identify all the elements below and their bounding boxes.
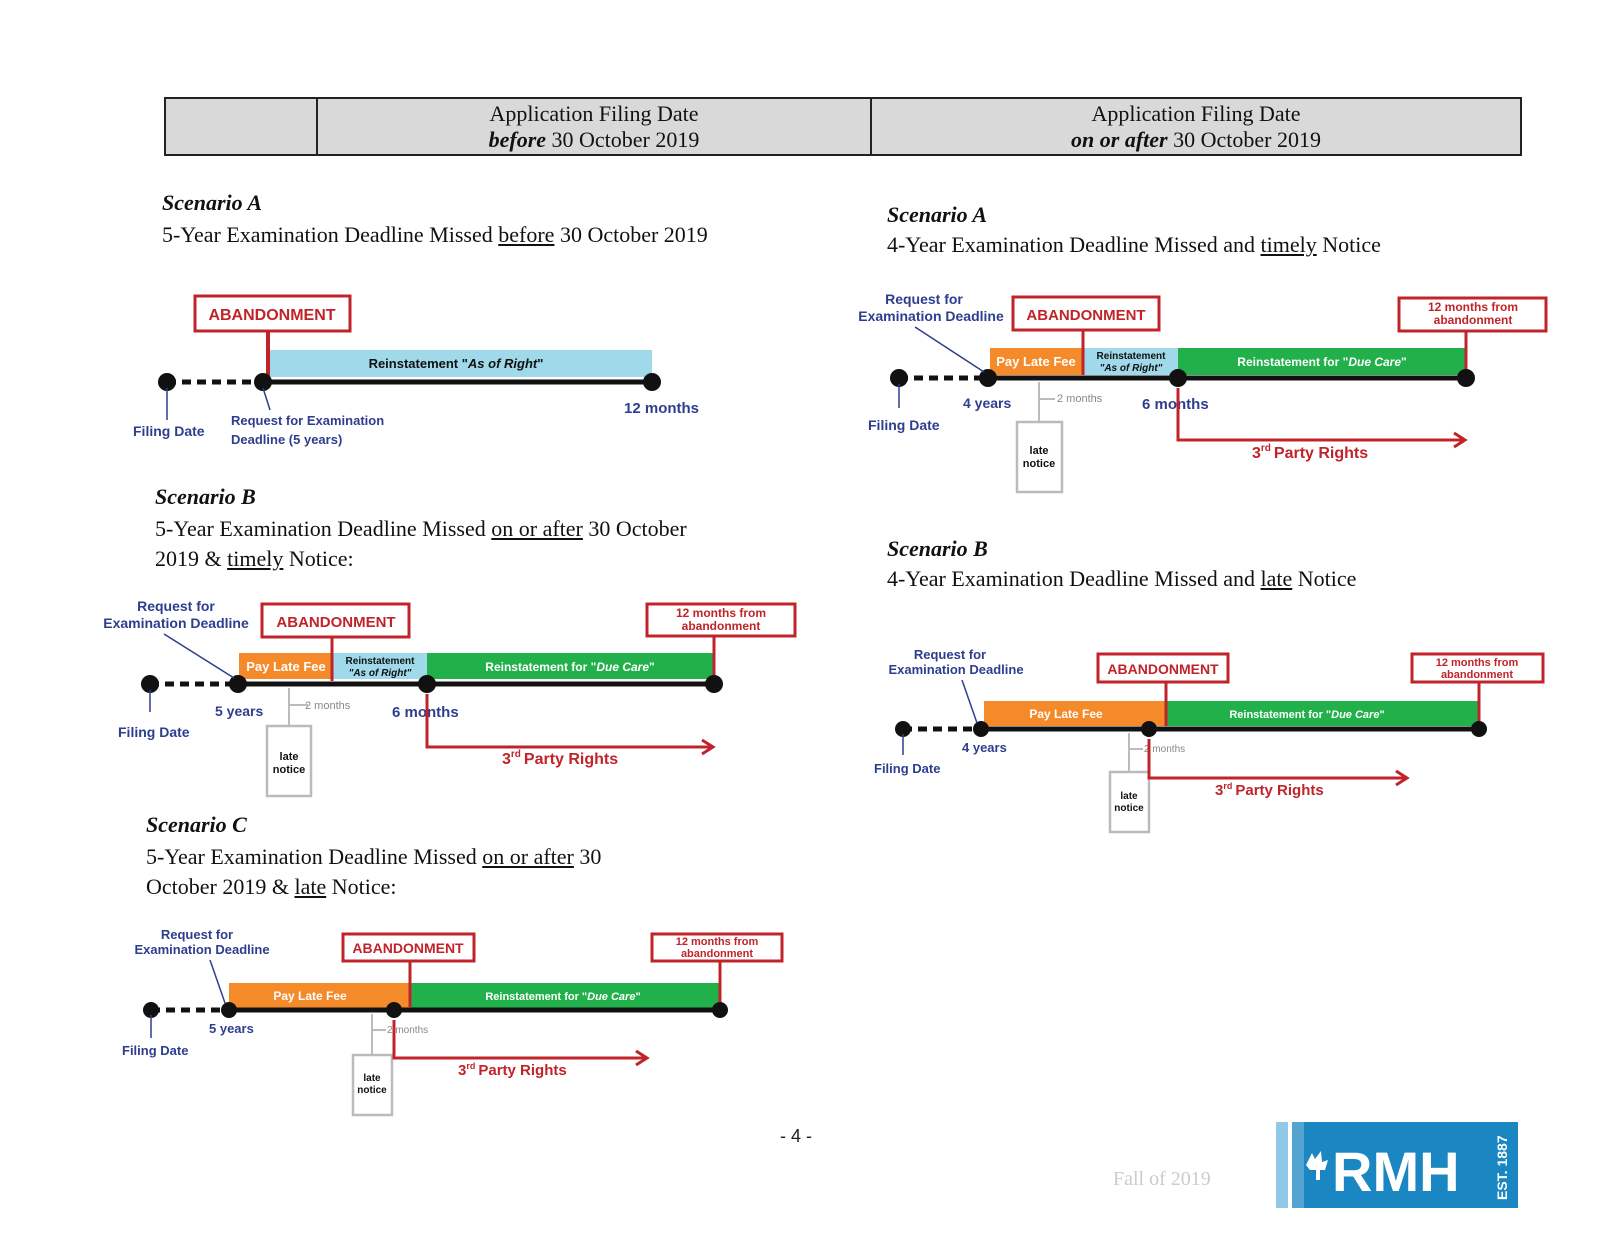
logo-est: EST. 1887 [1494,1135,1510,1200]
svg-text:Reinstatement for "Due Care": Reinstatement for "Due Care" [1229,709,1384,721]
svg-text:abandonment: abandonment [1441,669,1513,681]
svg-text:notice: notice [1114,803,1144,814]
svg-text:late: late [1120,791,1138,802]
svg-text:ABANDONMENT: ABANDONMENT [1107,661,1219,677]
svg-text:Request for: Request for [914,647,986,662]
logo-text: RMH [1332,1140,1460,1203]
rmh-logo: RMH EST. 1887 [1276,1122,1518,1208]
svg-text:Filing Date: Filing Date [874,761,940,776]
page-number: - 4 - [780,1126,812,1147]
season-label: Fall of 2019 [1113,1168,1211,1191]
svg-text:Examination Deadline: Examination Deadline [888,662,1023,677]
svg-text:4 years: 4 years [962,740,1007,755]
svg-text:3rdParty Rights: 3rdParty Rights [1215,781,1324,799]
svg-text:12 months from: 12 months from [1436,657,1519,669]
svg-text:Pay Late Fee: Pay Late Fee [1029,707,1103,721]
